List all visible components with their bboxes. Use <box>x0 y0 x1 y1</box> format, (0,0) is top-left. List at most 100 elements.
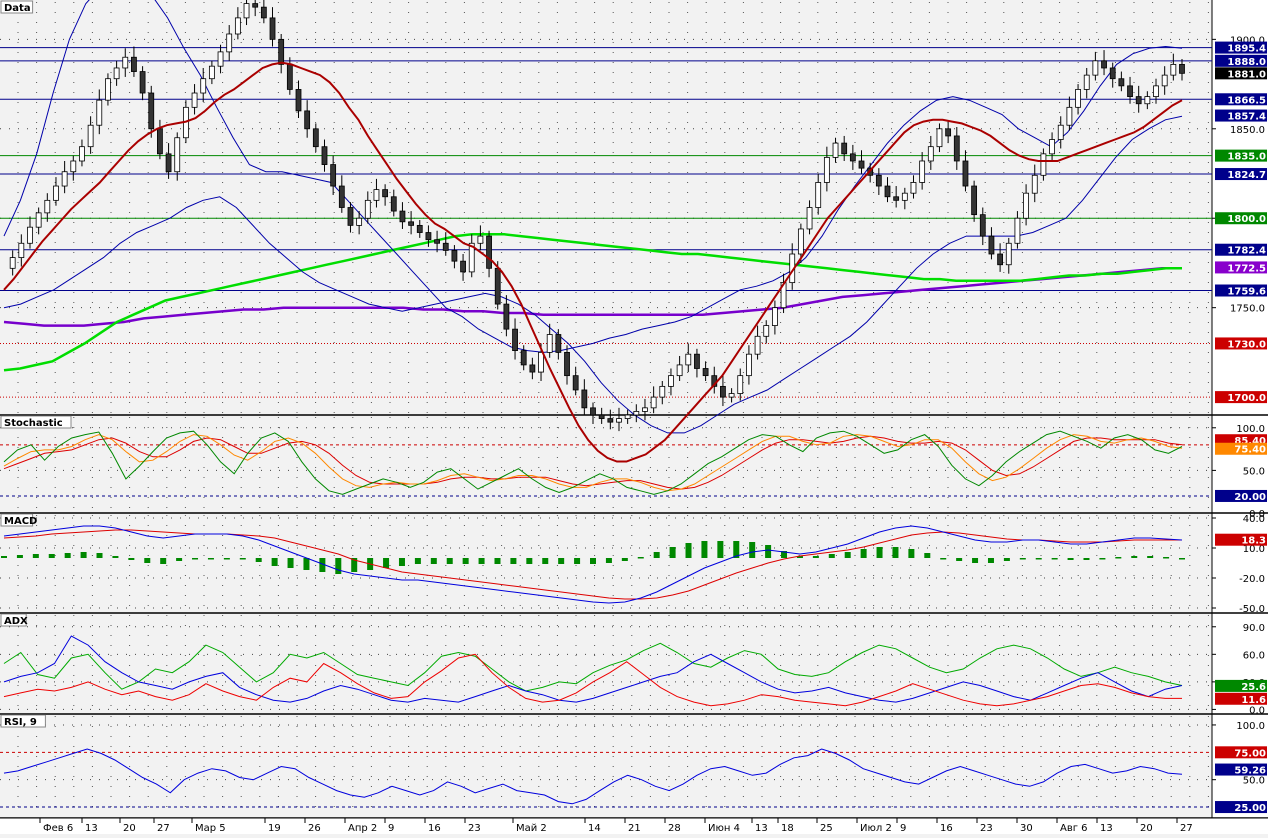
macd-histogram-bar <box>446 558 453 564</box>
price-candle-body <box>408 221 415 226</box>
price-candle-body <box>754 335 761 355</box>
price-candle-body <box>425 232 432 241</box>
price-tag-label-p2: 1772.5 <box>1227 263 1266 274</box>
stochastic-title-box <box>0 415 72 429</box>
price-title: Data <box>4 3 31 14</box>
price-tag-label-h9: 1700.0 <box>1227 393 1266 404</box>
price-candle-body <box>633 411 640 416</box>
price-tag-label-h7: 1759.6 <box>1227 287 1266 298</box>
price-candle-body <box>157 128 163 155</box>
macd-histogram-bar <box>956 558 963 561</box>
macd-histogram-bar <box>64 553 71 558</box>
price-candle-body <box>945 128 952 137</box>
x-tick-label-0: Фев 6 <box>43 823 73 834</box>
macd-histogram-bar <box>1179 558 1185 560</box>
price-candle-body <box>373 189 380 201</box>
price-candle-body <box>79 146 85 162</box>
macd-histogram-bar <box>669 547 676 558</box>
rsi-tag-2 <box>1215 801 1267 814</box>
price-candle-body <box>105 78 111 101</box>
macd-histogram-bar <box>112 556 119 558</box>
price-candle-body <box>512 328 518 352</box>
price-candle-body <box>1118 78 1125 87</box>
price-candle-body <box>312 128 319 148</box>
macd-histogram-bar <box>192 558 199 560</box>
price-candle-body <box>1109 67 1116 80</box>
macd-histogram-bar <box>940 558 947 560</box>
x-tick-label-5: 19 <box>268 823 281 834</box>
macd-histogram-bar <box>1147 556 1154 558</box>
price-candle-body <box>486 235 492 269</box>
macd-histogram-bar <box>605 558 612 563</box>
price-candle-body <box>538 351 544 373</box>
price-candle-body <box>364 199 371 219</box>
price-candle-body <box>953 135 960 162</box>
price-bollinger-upper-line <box>3 0 1183 353</box>
price-candle-body <box>139 71 146 94</box>
stochastic-ytick-label-1: 50.0 <box>1243 466 1265 477</box>
macd-histogram-bar <box>80 552 87 558</box>
stochastic-tag-label-1: 75.40 <box>1234 445 1266 456</box>
macd-histogram-bar <box>398 558 405 566</box>
price-tag-h3 <box>1215 149 1267 162</box>
macd-histogram-bar <box>1099 558 1106 560</box>
price-candle-body <box>399 210 406 223</box>
price-candle-body <box>217 51 224 67</box>
x-tick-label-27: 27 <box>1180 823 1193 834</box>
price-candle-body <box>122 56 129 69</box>
price-candle-body <box>962 160 969 187</box>
price-tag-p0 <box>1215 67 1267 80</box>
stochastic-k-line <box>3 430 1183 495</box>
x-tick-label-11: Май 2 <box>516 823 547 834</box>
macd-histogram-bar <box>1115 557 1122 559</box>
x-tick-label-12: 14 <box>588 823 601 834</box>
macd-ytick-label-3: -50.0 <box>1239 604 1265 615</box>
price-tag-p1 <box>1215 109 1267 122</box>
price-candle-body <box>1014 217 1021 244</box>
x-tick-label-25: 13 <box>1100 823 1113 834</box>
price-candle-body <box>1049 139 1055 155</box>
x-tick-label-13: 21 <box>628 823 641 834</box>
macd-histogram-bar <box>319 558 326 572</box>
price-candle-body <box>1075 89 1081 108</box>
price-candle-body <box>226 33 233 53</box>
price-candle-body <box>763 325 770 337</box>
price-candle-body <box>295 89 302 112</box>
price-candle-body <box>910 182 917 194</box>
stochastic-d-line <box>3 434 1183 492</box>
price-candle-body <box>971 185 978 216</box>
price-candle-body <box>927 146 934 162</box>
x-tick-label-17: 18 <box>781 823 794 834</box>
price-candle-body <box>979 214 986 237</box>
x-tick-label-19: Июл 2 <box>860 823 892 834</box>
price-candle-body <box>70 160 77 173</box>
price-tag-label-h1: 1888.0 <box>1227 57 1266 68</box>
stochastic-tag-2 <box>1215 489 1267 502</box>
price-candle-body <box>598 414 605 419</box>
stochastic-tag-label-2: 20.00 <box>1234 492 1266 503</box>
macd-histogram-bar <box>1067 558 1074 560</box>
macd-histogram-bar <box>653 552 660 558</box>
price-candle-body <box>174 137 181 173</box>
price-candle-body <box>555 334 562 353</box>
rsi-tag-0 <box>1215 746 1267 759</box>
price-sma-longer-line <box>3 267 1182 327</box>
macd-histogram-bar <box>335 558 342 574</box>
price-candle-body <box>338 185 345 208</box>
price-candle-body <box>893 196 900 201</box>
macd-histogram-bar <box>1 556 7 558</box>
price-tag-label-h4: 1824.7 <box>1227 170 1266 181</box>
price-candle-body <box>87 124 94 148</box>
adx-ytick-label-0: 90.0 <box>1243 623 1265 634</box>
adx-ytick-label-3: 0.0 <box>1249 705 1265 716</box>
price-tag-label-h8: 1730.0 <box>1227 339 1266 350</box>
price-candle-body <box>321 146 328 165</box>
price-candle-body <box>278 38 285 65</box>
stochastic-ytick-label-0: 100.0 <box>1236 424 1265 435</box>
price-candle-body <box>148 92 155 130</box>
price-candle-body <box>252 3 259 8</box>
price-candle-body <box>113 67 120 80</box>
price-candle-body <box>841 142 848 155</box>
price-candle-body <box>642 407 648 412</box>
